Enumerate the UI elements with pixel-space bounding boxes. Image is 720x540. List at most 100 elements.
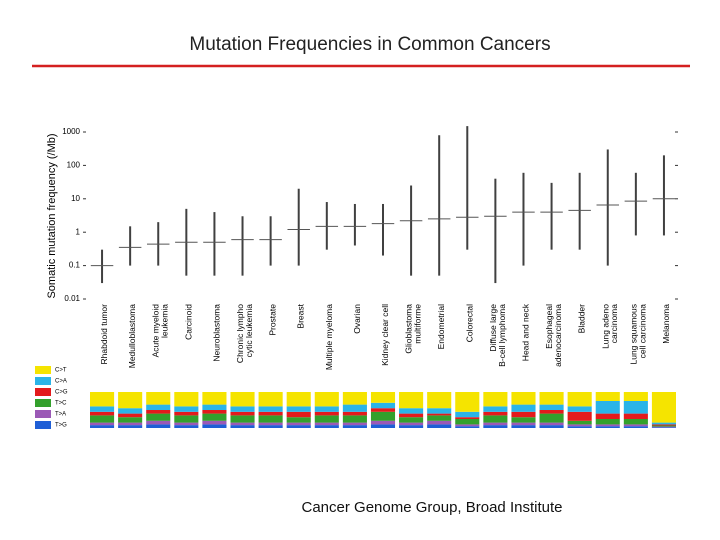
spectrum-segment	[202, 410, 227, 414]
sample-range	[494, 178, 497, 284]
category-label: Neuroblastoma	[212, 304, 222, 362]
spectrum-segment	[314, 406, 339, 412]
spectrum-segment	[427, 420, 452, 425]
category-label: Colorectal	[465, 304, 475, 342]
spectrum-segment	[455, 392, 480, 412]
spectrum-segment	[651, 425, 676, 427]
spectrum-segment	[567, 426, 592, 428]
spectrum-segment	[146, 424, 171, 428]
spectrum-segment	[370, 402, 396, 409]
y-tick-label: 0.1	[69, 261, 81, 270]
spectrum-segment	[258, 406, 283, 412]
spectrum-segment	[202, 392, 227, 405]
category-label: Rhabdoid tumor	[99, 304, 109, 365]
spectrum-segment	[230, 406, 255, 412]
spectrum-segment	[146, 413, 171, 421]
sample-range	[269, 216, 272, 266]
spectrum-segment	[427, 413, 452, 416]
spectrum-segment	[286, 406, 311, 412]
spectrum-segment	[174, 415, 199, 423]
legend-swatch	[35, 399, 51, 407]
legend-label: C>G	[55, 390, 68, 396]
category-label: Medulloblastoma	[127, 304, 137, 369]
sample-range	[606, 149, 609, 266]
spectrum-segment	[370, 420, 396, 425]
spectrum-segment	[342, 404, 367, 412]
spectrum-segment	[623, 413, 648, 419]
spectrum-segment	[174, 392, 199, 407]
category-label: Carcinoid	[184, 304, 194, 340]
spectrum-segment	[595, 413, 620, 419]
spectrum-segment	[258, 422, 283, 426]
sample-range	[578, 172, 581, 250]
spectrum-segment	[146, 392, 171, 405]
spectrum-segment	[623, 419, 648, 425]
spectrum-segment	[651, 424, 676, 426]
spectrum-segment	[258, 411, 283, 416]
spectrum-segment	[286, 392, 311, 407]
spectrum-segment	[230, 415, 255, 423]
spectrum-segment	[258, 425, 283, 428]
legend-label: C>T	[55, 368, 67, 374]
spectrum-segment	[511, 404, 536, 412]
spectrum-segment	[539, 413, 564, 423]
sample-range	[353, 203, 356, 246]
spectrum-segment	[623, 401, 648, 414]
spectrum-segment	[230, 422, 255, 426]
spectrum-segment	[567, 392, 592, 407]
sample-range	[382, 203, 384, 256]
spectrum-segment	[651, 426, 676, 428]
spectrum-segment	[539, 404, 564, 410]
spectrum-segment	[118, 417, 143, 423]
spectrum-segment	[455, 419, 480, 425]
spectrum-segment	[174, 425, 199, 428]
spectrum-segment	[651, 392, 676, 423]
spectrum-segment	[623, 392, 648, 401]
sample-range	[129, 226, 132, 266]
spectrum-segment	[511, 425, 536, 428]
spectrum-segment	[314, 425, 339, 428]
category-label: Lung adenocarcinoma	[601, 304, 620, 349]
spectrum-segment	[595, 426, 620, 428]
category-label: Endometrial	[436, 304, 446, 349]
spectrum-segment	[202, 420, 227, 425]
spectrum-segment	[455, 424, 480, 427]
spectrum-segment	[483, 411, 508, 416]
spectrum-segment	[314, 392, 339, 407]
spectrum-segment	[258, 415, 283, 423]
spectrum-segment	[595, 401, 620, 414]
spectrum-segment	[399, 417, 424, 423]
spectrum-segment	[230, 425, 255, 428]
spectrum-segment	[286, 425, 311, 428]
spectrum-segment	[511, 422, 536, 426]
spectrum-segment	[286, 411, 311, 418]
spectrum-segment	[539, 392, 564, 405]
spectrum-segment	[651, 427, 676, 428]
spectrum-segment	[370, 408, 396, 412]
spectrum-segment	[483, 422, 508, 426]
sample-range	[550, 182, 553, 250]
spectrum-segment	[342, 422, 367, 426]
spectrum-segment	[539, 410, 564, 414]
spectrum-segment	[202, 413, 227, 421]
spectrum-segment	[286, 417, 311, 423]
spectrum-segment	[314, 422, 339, 426]
spectrum-segment	[174, 422, 199, 426]
spectrum-segment	[511, 392, 536, 405]
spectrum-segment	[483, 406, 508, 412]
sample-range	[522, 172, 525, 266]
spectrum-segment	[202, 424, 227, 428]
spectrum-segment	[399, 392, 424, 409]
spectrum-segment	[118, 408, 143, 414]
legend-swatch	[35, 377, 51, 385]
spectrum-segment	[118, 413, 143, 418]
spectrum-segment	[623, 426, 648, 428]
y-tick-label: 1000	[62, 127, 80, 136]
spectrum-segment	[567, 424, 592, 427]
spectrum-segment	[146, 420, 171, 425]
category-label: Chronic lymphocytic leukemia	[235, 304, 254, 363]
spectrum-segment	[595, 419, 620, 425]
category-label: Prostate	[268, 304, 278, 336]
spectrum-segment	[511, 411, 536, 418]
